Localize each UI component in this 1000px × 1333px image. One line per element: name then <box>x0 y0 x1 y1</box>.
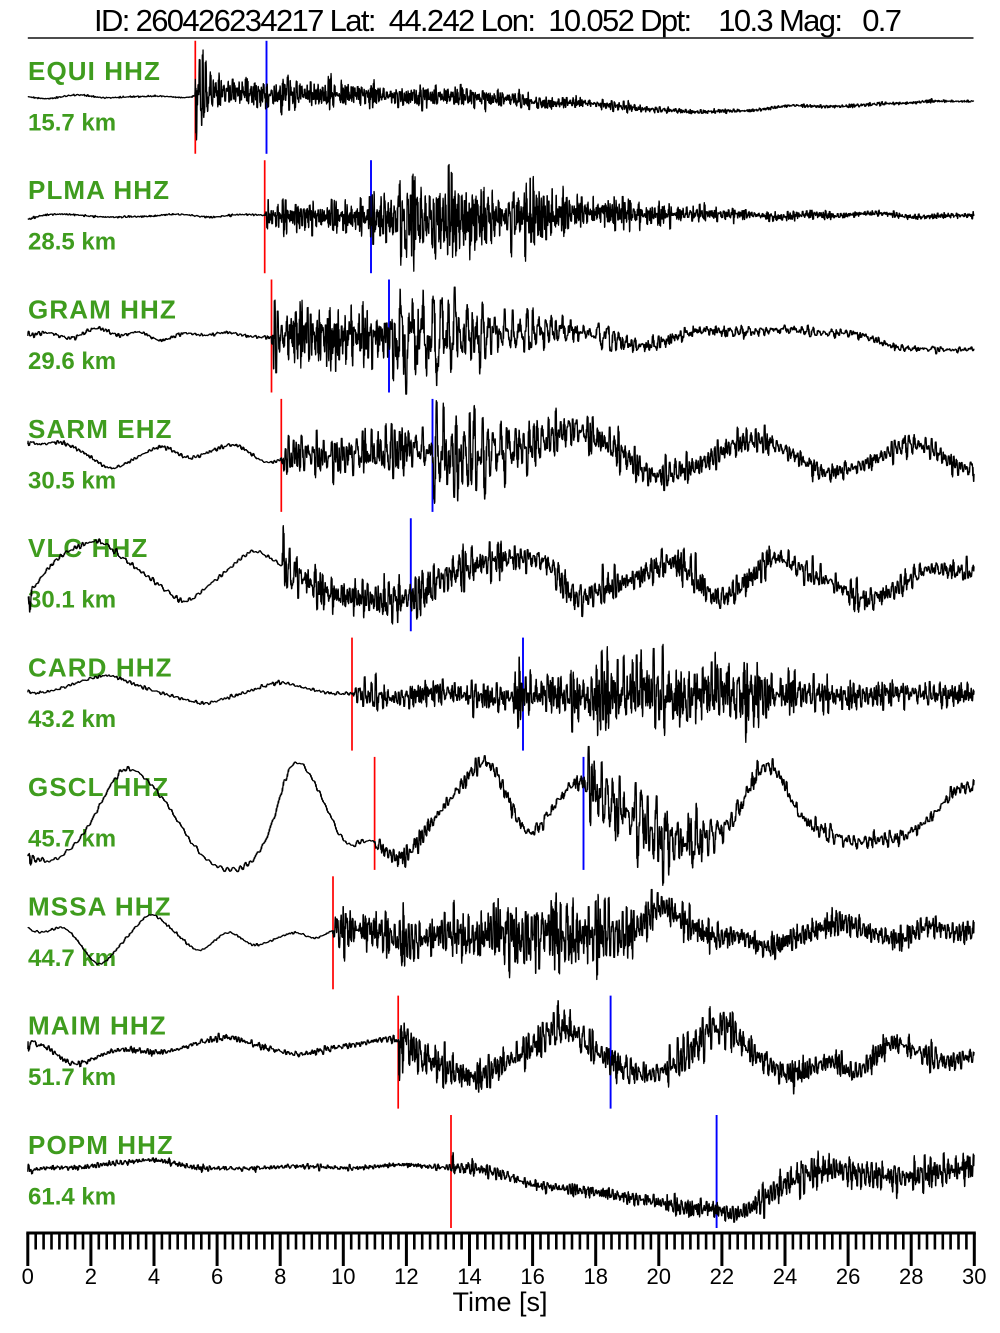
svg-text:16: 16 <box>520 1264 544 1289</box>
svg-text:30.5 km: 30.5 km <box>28 467 116 494</box>
svg-text:61.4 km: 61.4 km <box>28 1184 116 1211</box>
svg-text:28: 28 <box>899 1264 923 1289</box>
svg-text:MSSA HHZ: MSSA HHZ <box>28 891 172 921</box>
svg-text:PLMA HHZ: PLMA HHZ <box>28 175 170 205</box>
svg-text:8: 8 <box>274 1264 286 1289</box>
svg-text:30: 30 <box>962 1264 986 1289</box>
svg-text:10: 10 <box>331 1264 355 1289</box>
svg-text:14: 14 <box>457 1264 481 1289</box>
svg-text:MAIM HHZ: MAIM HHZ <box>28 1011 167 1041</box>
svg-text:28.5 km: 28.5 km <box>28 229 116 256</box>
svg-text:51.7 km: 51.7 km <box>28 1064 116 1091</box>
svg-text:Time [s]: Time [s] <box>452 1287 547 1317</box>
svg-text:ID: 260426234217 Lat: 44.242: ID: 260426234217 Lat: 44.242 Lon: 10.052… <box>94 3 902 38</box>
svg-text:15.7 km: 15.7 km <box>28 109 116 136</box>
svg-text:0: 0 <box>22 1264 34 1289</box>
svg-text:18: 18 <box>583 1264 607 1289</box>
svg-text:43.2 km: 43.2 km <box>28 706 116 733</box>
svg-text:24: 24 <box>773 1264 797 1289</box>
svg-text:SARM EHZ: SARM EHZ <box>28 414 173 444</box>
svg-text:44.7 km: 44.7 km <box>28 945 116 972</box>
svg-text:20: 20 <box>647 1264 671 1289</box>
svg-text:CARD HHZ: CARD HHZ <box>28 653 173 683</box>
svg-text:30.1 km: 30.1 km <box>28 587 116 614</box>
svg-text:2: 2 <box>85 1264 97 1289</box>
svg-text:GRAM HHZ: GRAM HHZ <box>28 295 177 325</box>
svg-text:22: 22 <box>710 1264 734 1289</box>
svg-text:GSCL HHZ: GSCL HHZ <box>28 772 169 802</box>
svg-text:29.6 km: 29.6 km <box>28 348 116 375</box>
svg-text:VLC HHZ: VLC HHZ <box>28 533 148 563</box>
svg-text:4: 4 <box>148 1264 160 1289</box>
svg-text:6: 6 <box>211 1264 223 1289</box>
svg-text:POPM HHZ: POPM HHZ <box>28 1130 174 1160</box>
svg-text:12: 12 <box>394 1264 418 1289</box>
svg-text:EQUI HHZ: EQUI HHZ <box>28 56 161 86</box>
svg-text:26: 26 <box>836 1264 860 1289</box>
